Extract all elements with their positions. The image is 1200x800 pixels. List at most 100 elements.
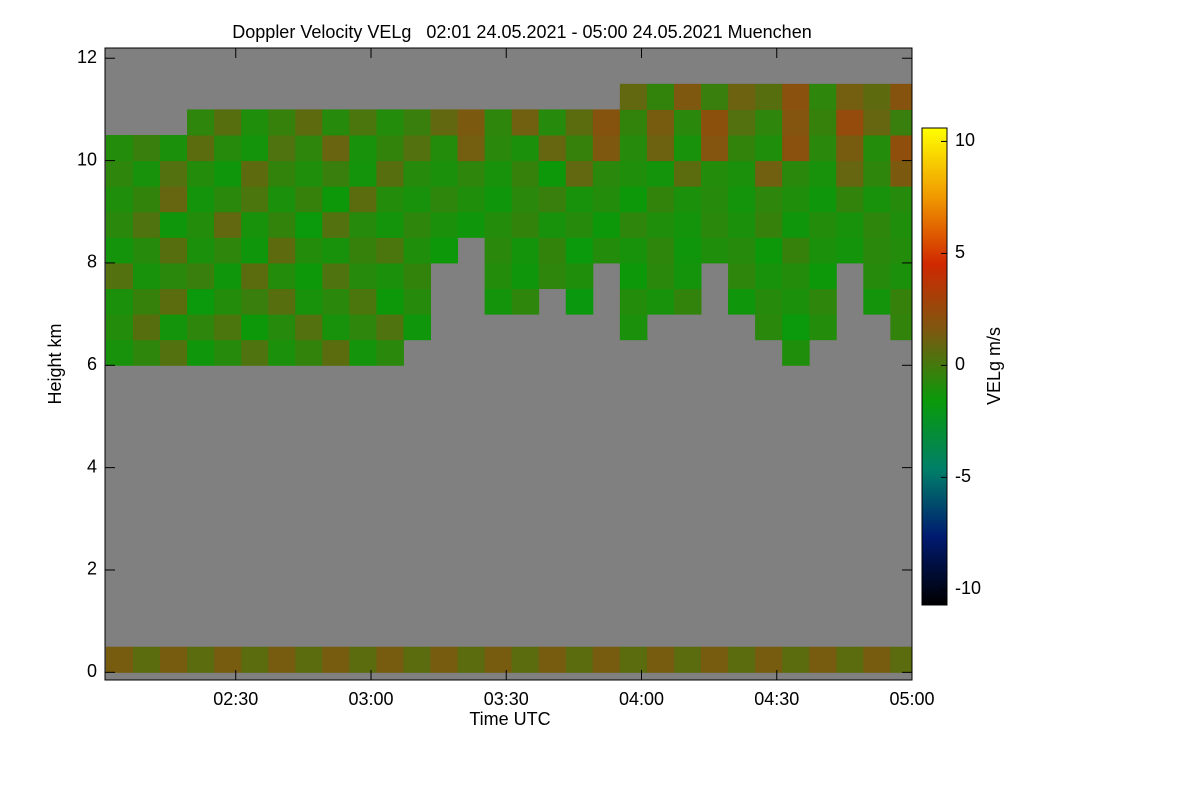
heatmap-cell bbox=[809, 262, 837, 290]
heatmap-cell bbox=[187, 339, 215, 366]
heatmap-cell bbox=[890, 134, 912, 162]
heatmap-cell bbox=[511, 288, 540, 315]
heatmap-cell bbox=[376, 262, 404, 290]
heatmap-cell bbox=[782, 211, 810, 238]
heatmap-cell bbox=[132, 314, 161, 341]
heatmap-cell bbox=[836, 211, 864, 238]
heatmap-cell bbox=[241, 288, 269, 315]
heatmap-cell bbox=[728, 186, 756, 213]
heatmap-cell bbox=[728, 109, 756, 136]
heatmap-cell bbox=[132, 134, 161, 162]
heatmap-cell bbox=[701, 83, 729, 110]
heatmap-cell bbox=[565, 186, 594, 213]
heatmap-cell bbox=[105, 237, 134, 264]
heatmap-cell bbox=[592, 186, 621, 213]
heatmap-cell bbox=[376, 186, 404, 213]
heatmap-cell bbox=[565, 134, 594, 162]
heatmap-cell bbox=[214, 646, 242, 673]
heatmap-cell bbox=[295, 186, 323, 213]
heatmap-cell bbox=[755, 160, 783, 187]
heatmap-cell bbox=[511, 134, 540, 162]
heatmap-cell bbox=[268, 646, 296, 673]
heatmap-cell bbox=[159, 237, 188, 264]
heatmap-cell bbox=[105, 646, 134, 673]
heatmap-cells bbox=[105, 83, 912, 673]
heatmap-cell bbox=[538, 211, 567, 238]
heatmap-cell bbox=[295, 262, 323, 290]
heatmap-cell bbox=[268, 160, 296, 187]
heatmap-cell bbox=[836, 646, 864, 673]
heatmap-cell bbox=[484, 237, 513, 264]
heatmap-cell bbox=[538, 109, 567, 136]
heatmap-cell bbox=[241, 211, 269, 238]
heatmap-cell bbox=[295, 160, 323, 187]
heatmap-cell bbox=[132, 211, 161, 238]
heatmap-cell bbox=[322, 646, 350, 673]
heatmap-cell bbox=[430, 646, 459, 673]
heatmap-cell bbox=[457, 109, 486, 136]
heatmap-cell bbox=[349, 186, 377, 213]
heatmap-cell bbox=[430, 211, 459, 238]
heatmap-cell bbox=[646, 646, 675, 673]
heatmap-cell bbox=[132, 160, 161, 187]
heatmap-cell bbox=[349, 211, 377, 238]
heatmap-cell bbox=[673, 288, 702, 315]
heatmap-cell bbox=[403, 288, 431, 315]
heatmap-cell bbox=[565, 109, 594, 136]
heatmap-cell bbox=[863, 109, 891, 136]
heatmap-cell bbox=[322, 186, 350, 213]
heatmap-cell bbox=[782, 262, 810, 290]
heatmap-cell bbox=[728, 83, 756, 110]
heatmap-cell bbox=[132, 339, 161, 366]
heatmap-cell bbox=[268, 262, 296, 290]
heatmap-cell bbox=[836, 83, 864, 110]
heatmap-cell bbox=[701, 109, 729, 136]
heatmap-cell bbox=[430, 186, 459, 213]
heatmap-cell bbox=[673, 237, 702, 264]
heatmap-cell bbox=[214, 134, 242, 162]
heatmap-cell bbox=[187, 160, 215, 187]
heatmap-cell bbox=[268, 339, 296, 366]
heatmap-cell bbox=[187, 237, 215, 264]
heatmap-cell bbox=[619, 314, 648, 341]
heatmap-cell bbox=[890, 646, 912, 673]
heatmap-cell bbox=[214, 237, 242, 264]
x-tick-label: 04:30 bbox=[754, 689, 799, 709]
x-tick-label: 05:00 bbox=[889, 689, 934, 709]
heatmap-cell bbox=[565, 211, 594, 238]
colorbar-tick-label: 0 bbox=[955, 354, 965, 374]
heatmap-cell bbox=[809, 186, 837, 213]
heatmap-cell bbox=[295, 646, 323, 673]
heatmap-cell bbox=[728, 262, 756, 290]
heatmap-cell bbox=[214, 160, 242, 187]
heatmap-cell bbox=[511, 211, 540, 238]
heatmap-cell bbox=[538, 646, 567, 673]
heatmap-cell bbox=[187, 186, 215, 213]
heatmap-cell bbox=[457, 134, 486, 162]
heatmap-cell bbox=[349, 339, 377, 366]
heatmap-cell bbox=[565, 237, 594, 264]
heatmap-cell bbox=[159, 186, 188, 213]
heatmap-cell bbox=[836, 186, 864, 213]
heatmap-cell bbox=[728, 288, 756, 315]
heatmap-cell bbox=[403, 109, 431, 136]
heatmap-cell bbox=[863, 83, 891, 110]
heatmap-cell bbox=[755, 237, 783, 264]
heatmap-cell bbox=[646, 288, 675, 315]
heatmap-cell bbox=[376, 288, 404, 315]
heatmap-cell bbox=[376, 160, 404, 187]
heatmap-cell bbox=[430, 134, 459, 162]
heatmap-cell bbox=[890, 109, 912, 136]
heatmap-cell bbox=[349, 109, 377, 136]
heatmap-cell bbox=[782, 160, 810, 187]
plot-frame bbox=[104, 47, 913, 681]
heatmap-cell bbox=[268, 288, 296, 315]
heatmap-cell bbox=[105, 186, 134, 213]
heatmap-cell bbox=[619, 186, 648, 213]
heatmap-cell bbox=[538, 237, 567, 264]
colorbar-tick-label: -10 bbox=[955, 578, 981, 598]
heatmap-cell bbox=[592, 646, 621, 673]
heatmap-cell bbox=[809, 109, 837, 136]
heatmap-cell bbox=[890, 288, 912, 315]
